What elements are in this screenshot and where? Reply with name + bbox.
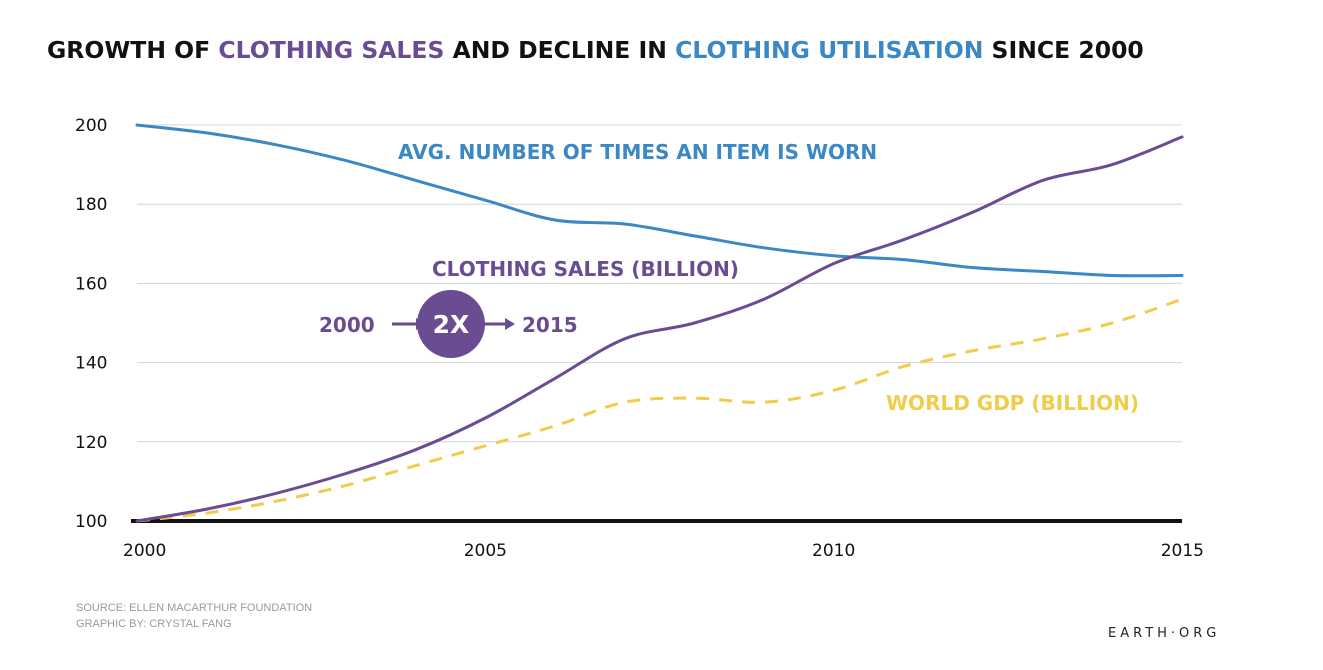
- series-label-times-worn: AVG. NUMBER OF TIMES AN ITEM IS WORN: [398, 140, 877, 164]
- series-lines: [135, 123, 1184, 523]
- x-tick-label: 2015: [1161, 541, 1204, 561]
- annotation-start-year: 2000: [319, 313, 375, 337]
- brand-logo-text: EARTH·ORG: [1108, 626, 1220, 641]
- annotation-end-year: 2015: [522, 313, 578, 337]
- y-tick-label: 120: [75, 433, 107, 453]
- series-line-clothing-sales: [135, 135, 1184, 523]
- grid-lines: [137, 124, 1182, 443]
- graphic-credit: GRAPHIC BY: CRYSTAL FANG: [76, 618, 232, 630]
- chart-title-part: AND DECLINE IN: [444, 36, 675, 64]
- y-tick-label: 180: [75, 195, 107, 215]
- series-label-clothing-sales: CLOTHING SALES (BILLION): [432, 257, 739, 281]
- chart-title-part: CLOTHING SALES: [218, 36, 444, 64]
- arrow-right-icon: [505, 318, 515, 330]
- chart-title: GROWTH OF CLOTHING SALES AND DECLINE IN …: [47, 36, 1144, 64]
- series-line-world-gdp: [136, 297, 1183, 523]
- y-tick-label: 160: [75, 274, 107, 294]
- chart-title-part: GROWTH OF: [47, 36, 218, 64]
- series-labels: AVG. NUMBER OF TIMES AN ITEM IS WORN CLOT…: [398, 140, 1139, 415]
- y-tick-label: 140: [75, 354, 107, 374]
- chart-title-part: CLOTHING UTILISATION: [675, 36, 983, 64]
- x-tick-label: 2010: [812, 541, 855, 561]
- y-tick-label: 200: [75, 116, 107, 136]
- source-credit: SOURCE: ELLEN MACARTHUR FOUNDATION: [76, 602, 312, 614]
- series-line-times-worn: [135, 123, 1184, 278]
- axes: 100 120 140 160 180 200 2000 2005 2010 2015: [75, 116, 1204, 561]
- footer: SOURCE: ELLEN MACARTHUR FOUNDATION GRAPH…: [76, 602, 1220, 641]
- x-tick-label: 2005: [464, 541, 507, 561]
- badge-circle: [417, 290, 485, 358]
- series-label-world-gdp: WORLD GDP (BILLION): [886, 391, 1139, 415]
- x-tick-label: 2000: [123, 541, 166, 561]
- badge-2x-text: 2X: [433, 310, 470, 339]
- chart-title-part: SINCE 2000: [983, 36, 1143, 64]
- y-tick-label: 100: [75, 512, 107, 532]
- doubling-annotation: 2000 2X 2015: [319, 290, 578, 358]
